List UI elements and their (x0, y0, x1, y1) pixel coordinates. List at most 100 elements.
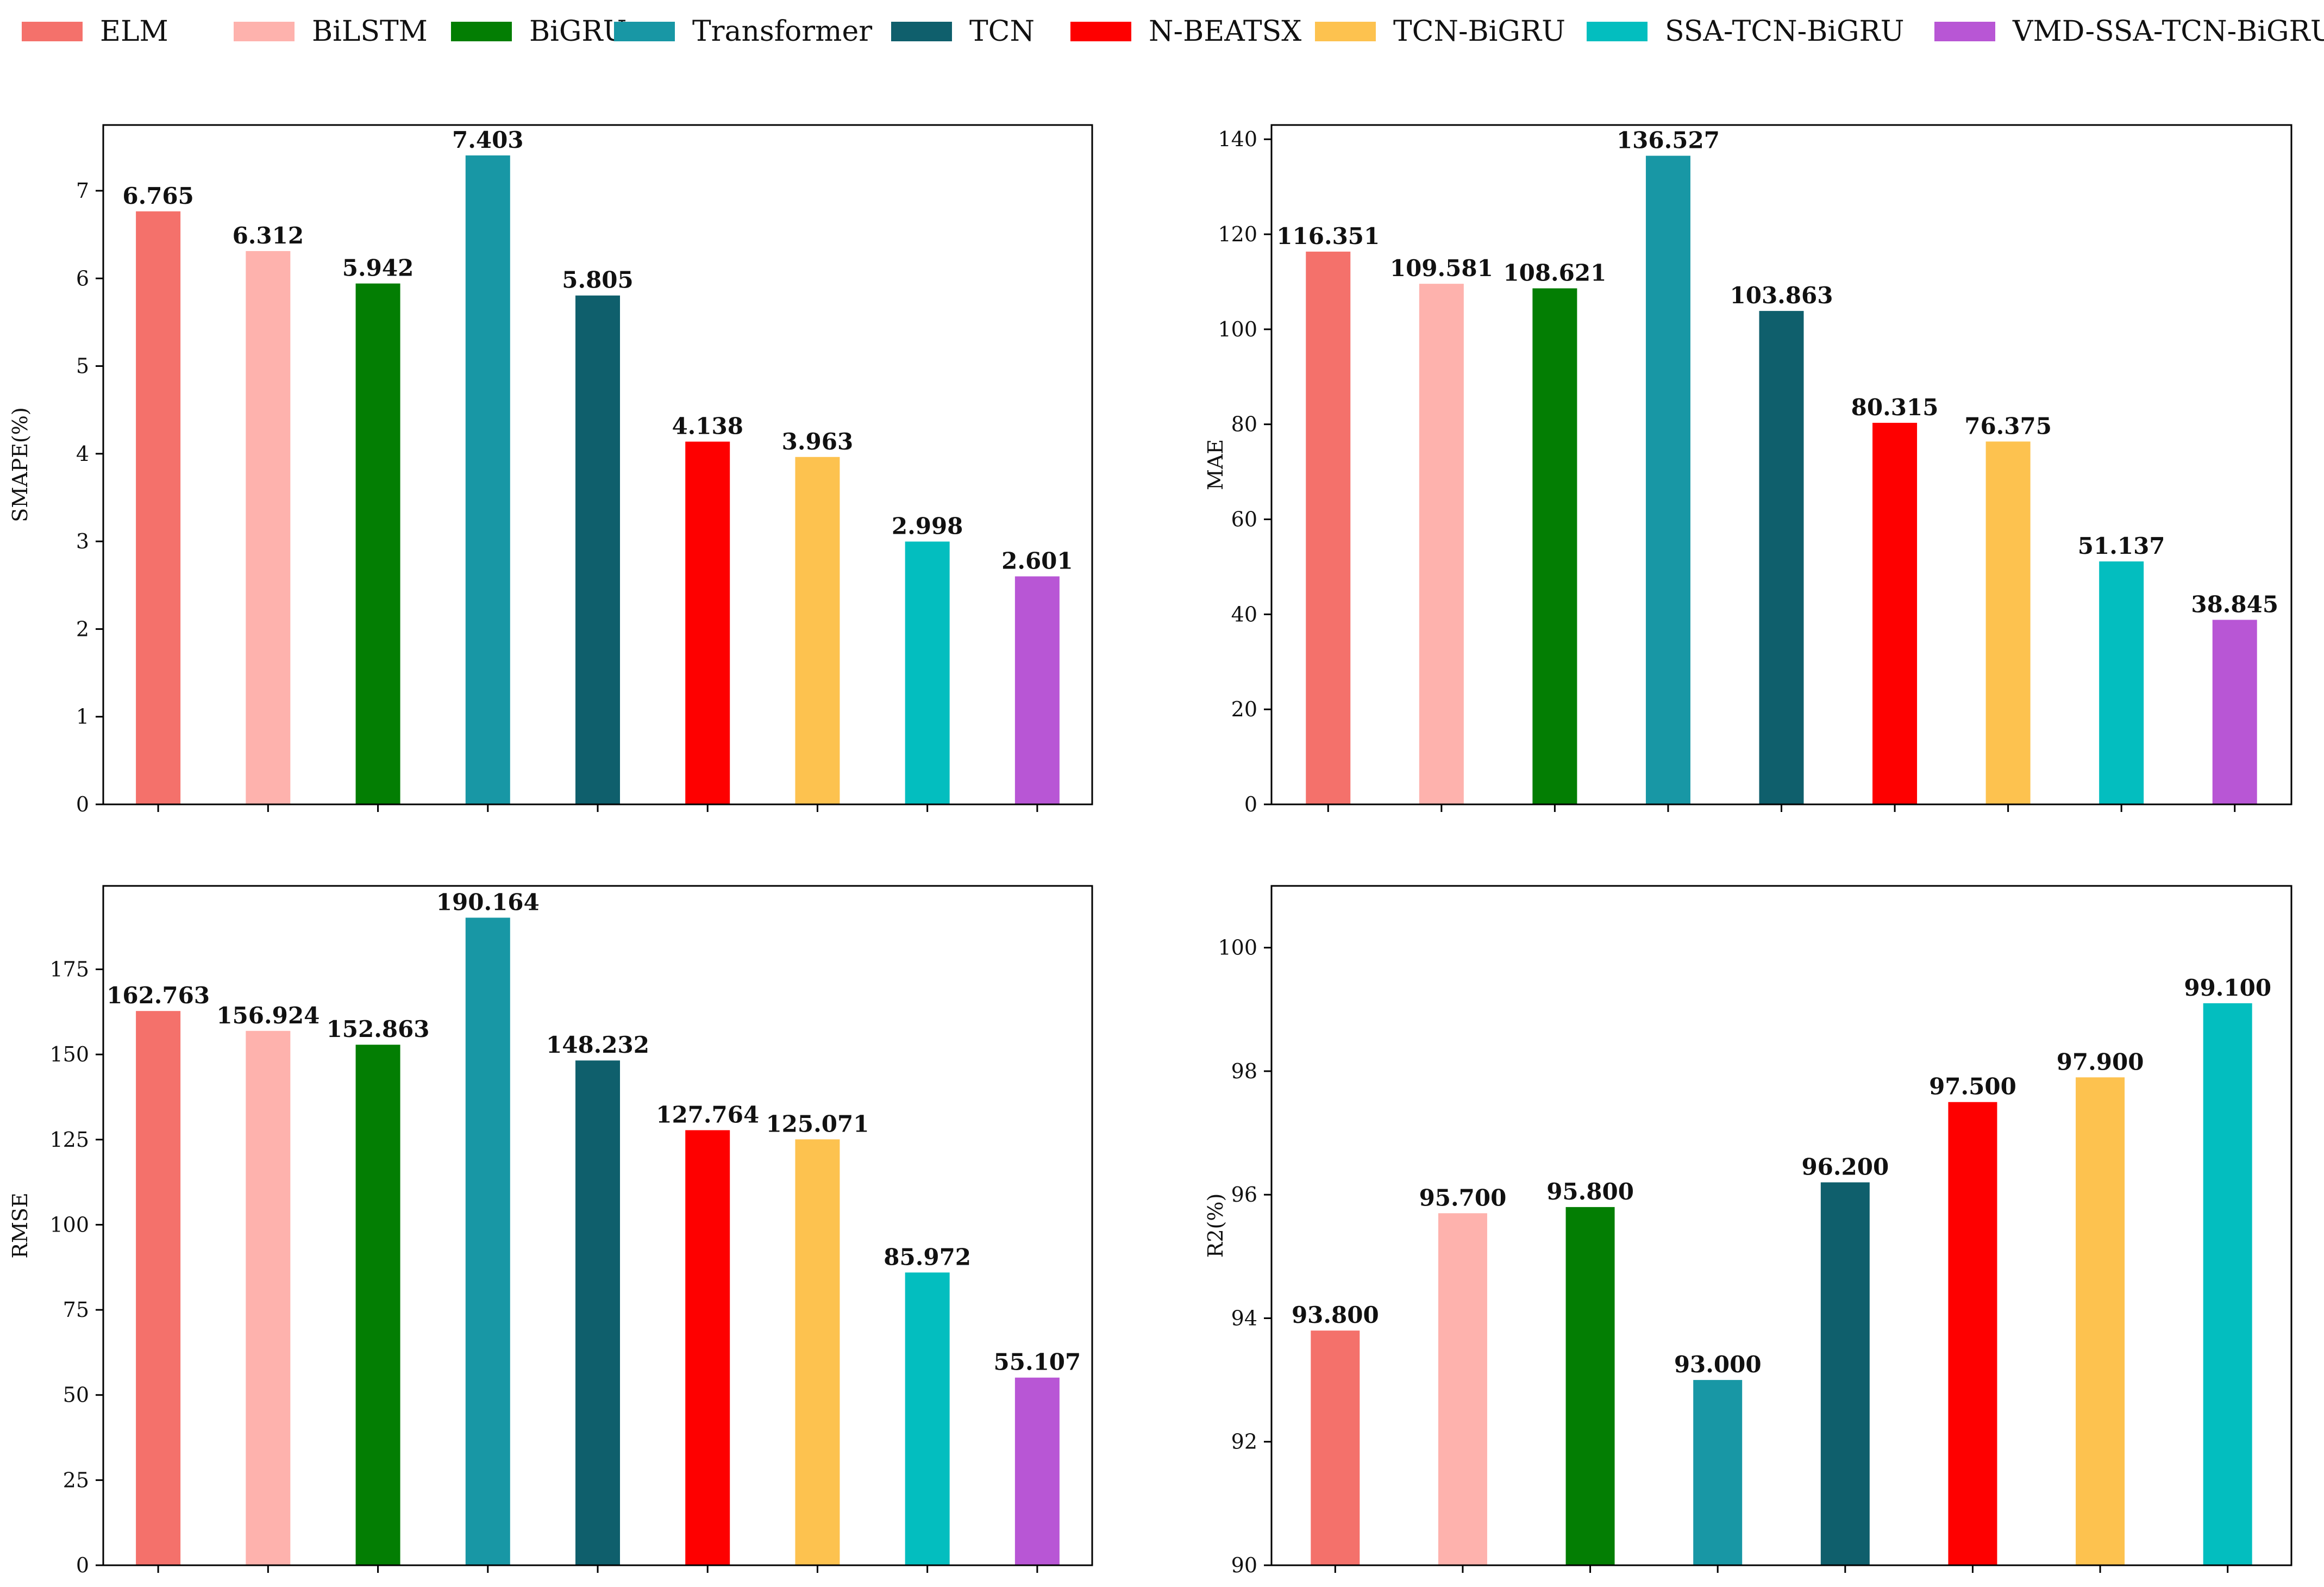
y-tick-label: 100 (1218, 936, 1257, 960)
r2-chart: R2(%) 90 92 94 96 98 100 93.800 95.700 95.800 93.0… (1204, 885, 2292, 1577)
bar-transformer (1645, 155, 1690, 804)
bar-tcn (575, 295, 620, 804)
data-label: 2.601 (1001, 547, 1073, 574)
data-label: 97.500 (1929, 1073, 2016, 1100)
legend-swatch (1315, 22, 1376, 41)
y-tick-label: 4 (76, 442, 89, 466)
data-label: 127.764 (656, 1101, 759, 1128)
bar-ssa-tcn-bigru (2099, 561, 2144, 804)
y-tick-label: 6 (76, 266, 89, 290)
legend-item: TCN (891, 15, 1035, 48)
y-tick-label: 120 (1218, 222, 1257, 246)
data-label: 85.972 (884, 1244, 971, 1270)
data-label: 95.700 (1419, 1184, 1507, 1211)
data-label: 5.942 (342, 255, 414, 282)
bar-ssa-tcn-bigru (2203, 1003, 2252, 1565)
bar-bilstm (246, 251, 291, 804)
legend-swatch (234, 22, 295, 41)
y-tick-label: 60 (1231, 508, 1257, 532)
plot-frame (102, 124, 1093, 805)
legend-label: Transformer (692, 15, 873, 48)
bar-tcn (1820, 1182, 1870, 1565)
legend-swatch (22, 22, 83, 41)
legend-label: VMD-SSA-TCN-BiGRU (2013, 15, 2324, 48)
y-axis-label: SMAPE(%) (8, 407, 32, 522)
bar-transformer (465, 917, 510, 1565)
y-tick-label: 0 (1244, 792, 1257, 816)
legend-swatch (1587, 22, 1648, 41)
bar-tcn-bigru (795, 1139, 840, 1565)
data-label: 109.581 (1390, 255, 1493, 282)
data-label: 116.351 (1276, 223, 1380, 249)
data-label: 125.071 (766, 1110, 869, 1137)
data-label: 103.863 (1730, 282, 1833, 309)
data-label: 148.232 (546, 1032, 649, 1058)
data-label: 3.963 (782, 428, 854, 455)
bar-transformer (1693, 1380, 1743, 1565)
y-tick-label: 175 (49, 958, 89, 982)
legend-item: ELM (22, 15, 168, 48)
data-label: 4.138 (672, 413, 743, 440)
legend-item: SSA-TCN-BiGRU (1587, 15, 1905, 48)
bar-bilstm (1438, 1213, 1487, 1565)
y-tick-label: 150 (49, 1042, 89, 1066)
y-axis-label: MAE (1204, 439, 1227, 490)
legend-swatch (891, 22, 952, 41)
legend-item: BiGRU (451, 15, 627, 48)
bar-ssa-tcn-bigru (905, 1272, 950, 1565)
bar-elm (1306, 251, 1351, 804)
data-label: 2.998 (892, 513, 963, 539)
y-tick-label: 1 (76, 705, 89, 729)
data-label: 76.375 (1964, 413, 2052, 439)
legend-label: TCN (969, 15, 1035, 48)
y-tick-label: 94 (1231, 1306, 1257, 1330)
legend-item: N-BEATSX (1070, 15, 1301, 48)
plot-frame (102, 885, 1093, 1566)
bar-vmd-ssa-tcn-bigru (1014, 1377, 1060, 1565)
data-label: 136.527 (1617, 127, 1720, 154)
data-label: 6.765 (122, 183, 194, 209)
smape-chart: SMAPE(%) 0 1 2 3 4 5 6 7 6.765 6.312 5.942 7.403 5.80… (8, 124, 1093, 816)
y-tick-label: 0 (76, 792, 89, 816)
data-label: 108.621 (1503, 260, 1606, 286)
bar-elm (136, 211, 181, 804)
data-label: 51.137 (2078, 533, 2165, 559)
plot-frame (1270, 885, 2292, 1566)
y-tick-label: 40 (1231, 602, 1257, 626)
bar-vmd-ssa-tcn-bigru (2212, 620, 2257, 804)
y-axis-label: R2(%) (1204, 1194, 1227, 1258)
y-tick-label: 125 (49, 1128, 89, 1152)
bar-n-beatsx (685, 441, 730, 804)
y-tick-label: 80 (1231, 413, 1257, 436)
y-axis-label: RMSE (8, 1192, 32, 1258)
y-tick-label: 100 (49, 1213, 89, 1236)
y-tick-label: 50 (63, 1383, 89, 1407)
bar-tcn-bigru (2076, 1077, 2125, 1565)
y-tick-label: 75 (63, 1298, 89, 1322)
legend-label: BiLSTM (312, 15, 428, 48)
bar-vmd-ssa-tcn-bigru (1014, 576, 1060, 804)
data-label: 97.900 (2057, 1048, 2144, 1075)
y-tick-label: 90 (1231, 1553, 1257, 1577)
bar-tcn (575, 1060, 620, 1565)
legend-swatch (1070, 22, 1131, 41)
data-label: 156.924 (216, 1002, 320, 1029)
y-tick-label: 25 (63, 1468, 89, 1492)
legend-label: BiGRU (529, 15, 627, 48)
y-tick-label: 20 (1231, 697, 1257, 721)
bar-elm (1311, 1330, 1360, 1565)
legend-label: ELM (100, 15, 168, 48)
legend: ELM BiLSTM BiGRU Transformer TCN N-BEATSX TCN-… (0, 0, 2324, 65)
data-label: 38.845 (2191, 591, 2278, 617)
bar-bigru (355, 283, 400, 804)
mae-chart: MAE 0 20 40 60 80 100 120 140 116.351 109.581 108.6… (1204, 124, 2292, 816)
bar-bigru (355, 1045, 400, 1565)
bar-ssa-tcn-bigru (905, 541, 950, 804)
data-label: 93.000 (1674, 1351, 1762, 1378)
legend-item: VMD-SSA-TCN-BiGRU (1934, 15, 2324, 48)
data-label: 55.107 (994, 1349, 1081, 1376)
bar-tcn-bigru (1985, 441, 2031, 804)
legend-item: Transformer (614, 15, 872, 48)
y-tick-label: 92 (1231, 1430, 1257, 1454)
